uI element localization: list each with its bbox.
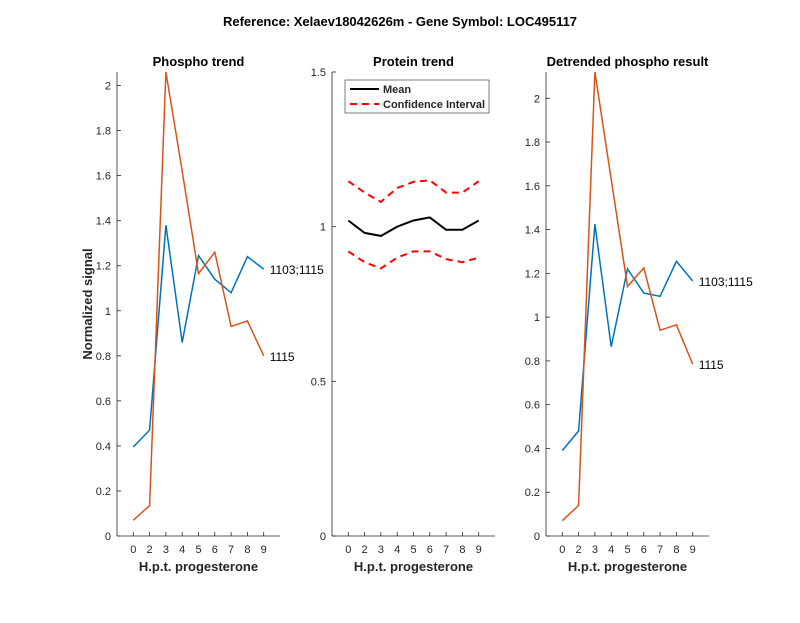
x-tick-label: 8 (459, 544, 465, 556)
x-tick-label: 6 (212, 544, 218, 556)
x-tick-label: 4 (608, 544, 614, 556)
y-tick-label: 0.5 (311, 376, 326, 388)
legend-label: Mean (383, 84, 411, 96)
series-line-confidence-interval-lower (347, 250, 479, 270)
y-tick-label: 1.4 (525, 225, 540, 237)
series-end-label: 1103;1115 (699, 275, 753, 289)
x-tick-label: 9 (261, 544, 267, 556)
x-tick-label: 9 (476, 544, 482, 556)
x-tick-label: 2 (362, 544, 368, 556)
x-tick-label: 4 (394, 544, 400, 556)
y-tick-label: 1 (320, 222, 326, 234)
x-tick-label: 3 (163, 544, 169, 556)
y-tick-label: 0 (105, 531, 111, 543)
y-tick-label: 0.2 (96, 486, 111, 498)
x-tick-label: 5 (410, 544, 416, 556)
x-tick-label: 8 (244, 544, 250, 556)
x-tick-label: 7 (443, 544, 449, 556)
x-tick-label: 4 (179, 544, 185, 556)
x-tick-label: 0 (559, 544, 565, 556)
x-tick-label: 3 (378, 544, 384, 556)
series-line-1115 (132, 71, 265, 521)
y-tick-label: 0.6 (96, 396, 111, 408)
y-tick-label: 0.6 (525, 400, 540, 412)
legend-label: Confidence Interval (383, 99, 485, 111)
series-line-confidence-interval-upper (347, 179, 480, 204)
series-line-1115 (561, 71, 694, 522)
x-tick-label: 8 (673, 544, 679, 556)
figure-title: Reference: Xelaev18042626m - Gene Symbol… (223, 14, 577, 29)
y-tick-label: 0 (534, 531, 540, 543)
x-tick-label: 7 (228, 544, 234, 556)
y-tick-label: 0.8 (96, 351, 111, 363)
x-tick-label: 5 (624, 544, 630, 556)
x-tick-label: 2 (576, 544, 582, 556)
x-tick-label: 2 (147, 544, 153, 556)
y-tick-label: 0 (320, 531, 326, 543)
x-axis-label: H.p.t. progesterone (568, 559, 687, 574)
y-tick-label: 1.8 (525, 137, 540, 149)
panel-3: Detrended phospho result 0 0.2 0.4 0.6 0.8 1 1.… (525, 54, 753, 574)
panel-title: Detrended phospho result (547, 54, 709, 69)
y-tick-label: 1 (534, 312, 540, 324)
x-tick-label: 5 (195, 544, 201, 556)
y-axis-label: Normalized signal (80, 248, 95, 359)
x-axis-label: H.p.t. progesterone (139, 559, 258, 574)
y-tick-label: 1.8 (96, 126, 111, 138)
x-tick-label: 7 (657, 544, 663, 556)
y-tick-label: 1.6 (96, 171, 111, 183)
y-tick-label: 0.8 (525, 356, 540, 368)
legend: Mean Confidence Interval (344, 79, 490, 114)
series-line-mean (347, 216, 480, 237)
series-end-label: 1103;1115 (270, 263, 324, 277)
x-tick-label: 0 (345, 544, 351, 556)
panel-title: Phospho trend (153, 54, 245, 69)
y-tick-label: 2 (105, 81, 111, 93)
series-end-label: 1115 (270, 350, 295, 364)
y-tick-label: 1 (105, 306, 111, 318)
x-tick-label: 6 (427, 544, 433, 556)
x-tick-label: 0 (130, 544, 136, 556)
y-tick-label: 1.4 (96, 216, 111, 228)
y-tick-label: 0.2 (525, 487, 540, 499)
y-tick-label: 0.4 (525, 443, 540, 455)
y-tick-label: 1.6 (525, 181, 540, 193)
y-tick-label: 1.5 (311, 67, 326, 79)
legend-box (344, 79, 490, 114)
x-tick-label: 3 (592, 544, 598, 556)
y-tick-label: 2 (534, 93, 540, 105)
series-end-label: 1115 (699, 358, 724, 372)
x-axis-label: H.p.t. progesterone (354, 559, 473, 574)
panel-title: Protein trend (373, 54, 454, 69)
panel-1: Phospho trend 0 0.2 0.4 0.6 0.8 1 1.2 1.4 1.6 1.8 2… (96, 54, 324, 574)
x-tick-label: 6 (641, 544, 647, 556)
y-tick-label: 0.4 (96, 441, 111, 453)
x-tick-label: 9 (690, 544, 696, 556)
y-tick-label: 1.2 (525, 268, 540, 280)
y-tick-label: 1.2 (96, 261, 111, 273)
